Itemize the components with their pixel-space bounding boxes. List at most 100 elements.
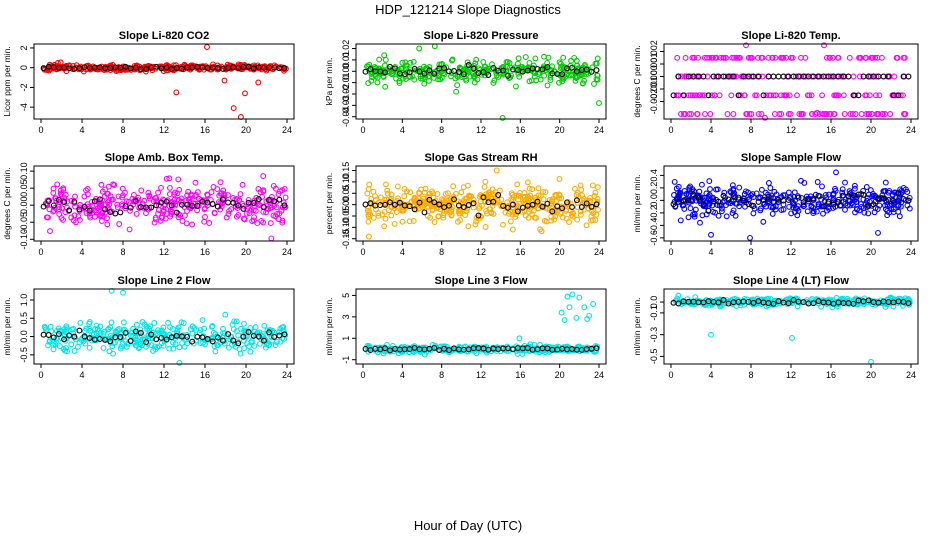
panel-4: Slope Amb. Box Temp. degrees C per min. 0 4… [2,152,295,257]
mean-point [559,71,566,78]
x-tick-label: 16 [200,370,210,380]
data-point [687,73,694,80]
mean-point [168,202,175,209]
mean-point [725,300,732,307]
mean-point [790,296,797,303]
data-point [87,327,94,334]
mean-point [815,192,822,199]
x-tick-label: 0 [668,370,673,380]
data-point [737,54,743,61]
outlier-point [743,42,749,49]
data-point [170,345,177,352]
mean-point [153,63,160,70]
data-point [94,205,101,212]
data-point [526,185,533,192]
data-point [769,54,776,61]
data-point [682,54,689,61]
data-point [239,181,246,188]
y-tick-label: -0.1 [649,305,659,321]
outlier-point [431,43,438,50]
data-point [51,207,58,214]
data-point [254,220,261,227]
y-tick-label: 0.00 [341,63,351,81]
x-tick-label: 20 [241,247,251,257]
mean-point [102,206,109,213]
mean-point [700,202,707,208]
data-point [895,208,902,215]
data-point [462,212,469,218]
outlier-point [821,42,827,49]
data-point [282,194,289,201]
data-point [222,311,229,318]
data-point [673,92,680,99]
data-point [107,324,114,331]
data-point [560,54,567,61]
data-point [783,92,790,99]
data-point [214,186,221,193]
data-point [819,183,825,190]
data-point [68,341,75,348]
data-point [195,195,202,202]
data-point [566,219,572,225]
data-point [402,203,409,210]
data-point [516,73,523,80]
data-point [526,208,533,215]
data-point [403,62,410,69]
data-point [251,328,258,335]
mean-point [401,71,408,78]
x-tick-label: 0 [38,370,43,380]
mean-point [387,199,393,206]
data-point [481,198,488,204]
outlier-point [416,45,423,52]
mean-point [835,199,842,205]
mean-point [524,67,531,74]
data-point [674,54,681,61]
mean-point [153,202,160,209]
data-point [529,186,536,193]
data-point [693,73,700,80]
data-point [675,192,682,199]
data-point [170,201,177,207]
data-point [410,217,417,224]
data-point [165,319,171,326]
data-point [155,343,162,350]
data-point [233,213,240,220]
x-tick-label: 8 [120,370,125,380]
mean-point [695,194,702,201]
data-point [685,214,692,221]
data-point [152,194,159,201]
mean-point [715,299,722,306]
data-point [794,92,800,99]
data-point [421,63,427,70]
data-point [388,212,395,219]
y-axis-label: degrees C per min. [632,45,642,117]
mean-point [569,204,575,211]
x-tick-label: 12 [476,125,486,135]
data-point [473,56,480,63]
data-point [194,189,201,196]
data-point [513,192,520,199]
data-point [870,192,877,199]
mean-point [820,203,827,210]
data-point [558,195,565,202]
mean-point [755,198,762,205]
panel-title: Slope Li-820 CO2 [119,30,209,42]
mean-point [204,199,211,206]
data-point [826,111,833,117]
data-point [542,65,549,72]
outlier-point [833,169,839,176]
mean-point [194,202,201,209]
mean-point [225,199,232,206]
data-point [772,54,779,61]
mean-point [122,203,129,210]
data-point [675,189,681,196]
data-point [171,65,177,72]
mean-point [529,201,536,208]
data-point [50,208,57,215]
data-point [82,340,89,347]
mean-point [800,199,807,206]
data-point [694,111,701,117]
mean-point [158,199,165,206]
data-point [824,207,830,214]
y-axis-label: ml/min per min. [324,297,334,355]
